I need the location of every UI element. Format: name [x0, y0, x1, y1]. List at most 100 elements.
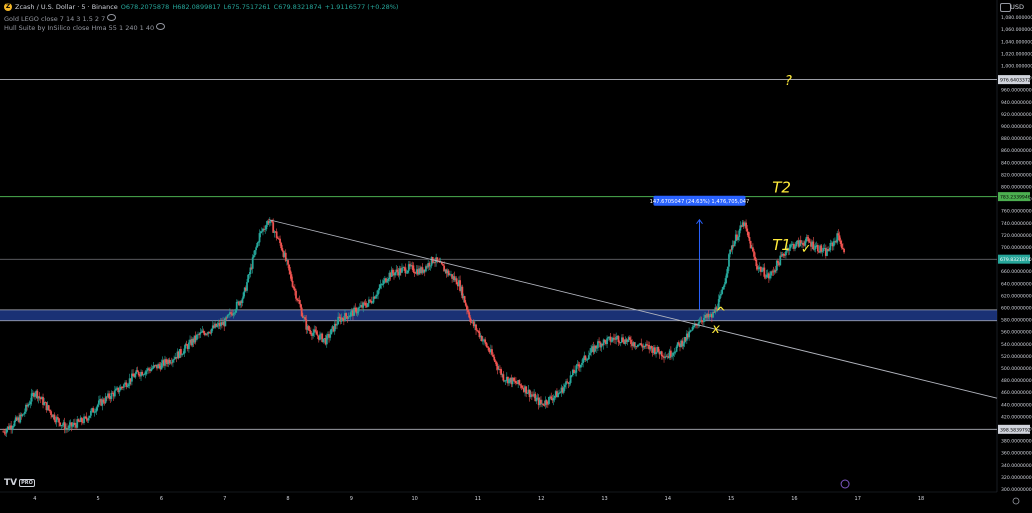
eye-icon[interactable] [107, 14, 117, 21]
candle [468, 312, 471, 318]
candle [573, 369, 575, 374]
x-tick-label: 4 [33, 496, 36, 502]
candle [599, 342, 602, 348]
candle [690, 330, 693, 332]
candle [161, 360, 164, 364]
candle [638, 344, 640, 346]
y-tick-label: 920.0000000 [1001, 112, 1032, 118]
candle [251, 257, 254, 269]
y-tick-label: 1,000.0000000 [1001, 63, 1032, 69]
candle [507, 376, 509, 384]
candle [259, 231, 262, 234]
indicator-hull-suite[interactable]: Hull Suite by InSilico close Hma 55 1 24… [4, 23, 166, 32]
candle [582, 358, 585, 363]
annotation[interactable]: T2 [772, 179, 791, 197]
candle [742, 222, 745, 226]
eye-icon[interactable] [156, 23, 166, 30]
candle [322, 338, 325, 342]
candle [462, 296, 465, 299]
candle [115, 388, 117, 391]
price-tag-box[interactable] [998, 254, 1030, 264]
candle [521, 387, 524, 389]
candle [361, 305, 363, 308]
candle [717, 299, 720, 309]
chart-header: Z Zcash / U.S. Dollar · 5 · Binance O678… [0, 0, 990, 40]
indicator-gold-lego[interactable]: Gold LEGO close 7 14 3 1.5 2 7 [4, 14, 117, 23]
candle [442, 264, 444, 266]
candle [816, 245, 819, 252]
candle [101, 399, 104, 406]
price-axis[interactable] [997, 0, 1032, 509]
candle [144, 371, 147, 375]
indicator-gold-lego-label: Gold LEGO close 7 14 3 1.5 2 7 [4, 15, 106, 23]
candle [285, 260, 288, 262]
annotation[interactable]: ? [785, 74, 792, 89]
candle [254, 250, 256, 256]
candle [215, 323, 218, 327]
y-tick-label: 620.0000000 [1001, 293, 1032, 299]
candle [30, 393, 33, 402]
candle [448, 274, 451, 276]
measure-label-box[interactable] [653, 195, 746, 206]
annotation[interactable]: ✓ [801, 242, 812, 257]
candle [746, 228, 749, 232]
candle [677, 342, 680, 344]
candle [324, 338, 327, 345]
currency-label[interactable]: USD [1010, 3, 1024, 11]
candle [242, 292, 245, 299]
tradingview-logo[interactable]: TV PRO [4, 478, 35, 488]
candle [217, 323, 220, 325]
annotation[interactable]: x [711, 322, 720, 337]
candle [815, 245, 818, 246]
candle [559, 392, 562, 394]
annotation[interactable]: ^ [715, 306, 726, 321]
price-tag-box[interactable] [998, 424, 1030, 434]
price-tag-box[interactable] [998, 75, 1030, 85]
candle [798, 240, 801, 247]
candle [551, 398, 554, 401]
candle [315, 331, 318, 335]
pro-badge: PRO [19, 479, 35, 487]
trendline[interactable] [268, 219, 998, 399]
support-zone[interactable] [0, 309, 997, 321]
candle [730, 249, 733, 251]
candle [417, 269, 419, 275]
candle [802, 242, 804, 245]
candle [708, 315, 711, 318]
candle [393, 273, 395, 276]
candle [803, 244, 806, 246]
x-tick-label: 18 [918, 496, 924, 502]
annotation[interactable]: T1 [772, 236, 791, 254]
symbol-title[interactable]: Zcash / U.S. Dollar · 5 · Binance [15, 3, 118, 11]
candle [143, 374, 146, 376]
candle [369, 299, 371, 301]
candle [824, 248, 827, 256]
settings-gear-icon[interactable] [1012, 497, 1020, 505]
candle [276, 237, 279, 239]
candle [659, 351, 662, 355]
candle [600, 343, 603, 348]
y-tick-label: 360.0000000 [1001, 451, 1032, 457]
candle [94, 411, 97, 413]
alert-icon[interactable] [840, 479, 850, 489]
camera-icon[interactable] [1000, 3, 1011, 12]
candle [266, 221, 269, 225]
candle [484, 339, 487, 343]
candle [501, 374, 504, 376]
candle [463, 296, 466, 303]
candle [503, 380, 506, 382]
candle [247, 274, 250, 283]
candle [435, 257, 438, 263]
candle [274, 231, 277, 233]
candle [79, 417, 82, 423]
y-tick-label: 600.0000000 [1001, 305, 1032, 311]
candle [378, 287, 381, 291]
price-tag-box[interactable] [998, 192, 1030, 202]
candle [21, 414, 24, 417]
candle [681, 340, 684, 347]
candle [618, 342, 621, 343]
candle [544, 400, 547, 406]
candle [495, 361, 498, 367]
